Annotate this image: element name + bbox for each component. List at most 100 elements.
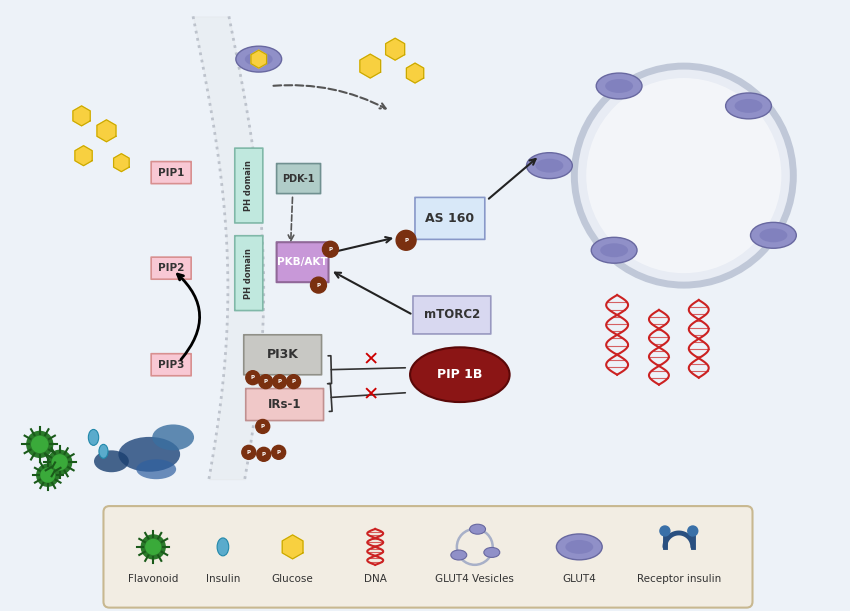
FancyBboxPatch shape <box>276 242 328 282</box>
FancyBboxPatch shape <box>151 257 191 279</box>
FancyBboxPatch shape <box>415 197 484 240</box>
FancyBboxPatch shape <box>276 164 320 194</box>
Ellipse shape <box>484 547 500 557</box>
Circle shape <box>48 450 71 474</box>
FancyBboxPatch shape <box>151 161 191 184</box>
Circle shape <box>41 469 54 482</box>
Ellipse shape <box>118 437 180 472</box>
Text: P: P <box>261 424 264 429</box>
Text: AS 160: AS 160 <box>425 212 474 225</box>
Text: P: P <box>262 452 266 457</box>
Circle shape <box>246 371 260 385</box>
Text: P: P <box>251 375 255 380</box>
FancyBboxPatch shape <box>244 335 321 375</box>
Text: GLUT4 Vesicles: GLUT4 Vesicles <box>435 574 514 584</box>
Polygon shape <box>386 38 405 60</box>
FancyBboxPatch shape <box>413 296 490 334</box>
Circle shape <box>256 420 269 433</box>
Text: P: P <box>316 283 320 288</box>
Ellipse shape <box>94 450 129 472</box>
Ellipse shape <box>245 52 273 66</box>
Polygon shape <box>114 154 129 172</box>
Ellipse shape <box>410 347 510 402</box>
FancyBboxPatch shape <box>246 389 324 420</box>
Text: PI3K: PI3K <box>267 348 298 361</box>
Polygon shape <box>360 54 381 78</box>
Ellipse shape <box>565 540 593 554</box>
FancyBboxPatch shape <box>235 236 263 310</box>
Ellipse shape <box>596 73 642 99</box>
Ellipse shape <box>726 93 772 119</box>
Circle shape <box>660 526 670 536</box>
Text: P: P <box>404 238 408 243</box>
FancyBboxPatch shape <box>104 506 752 607</box>
Ellipse shape <box>536 159 564 172</box>
Text: P: P <box>278 379 281 384</box>
Text: PIP2: PIP2 <box>158 263 184 273</box>
Text: IRs-1: IRs-1 <box>268 398 302 411</box>
Circle shape <box>575 66 793 285</box>
Circle shape <box>286 375 301 389</box>
Circle shape <box>52 455 67 470</box>
Ellipse shape <box>557 534 602 560</box>
Circle shape <box>586 78 781 273</box>
Text: P: P <box>264 379 268 384</box>
Text: P: P <box>328 247 332 252</box>
Ellipse shape <box>605 79 633 93</box>
Circle shape <box>31 436 48 452</box>
Ellipse shape <box>526 153 572 178</box>
Ellipse shape <box>600 243 628 257</box>
Text: Flavonoid: Flavonoid <box>128 574 178 584</box>
Polygon shape <box>97 120 116 142</box>
Polygon shape <box>251 50 267 68</box>
Text: Glucose: Glucose <box>272 574 314 584</box>
Ellipse shape <box>759 229 787 243</box>
Ellipse shape <box>99 444 108 458</box>
Text: P: P <box>292 379 296 384</box>
Text: ✕: ✕ <box>362 350 378 369</box>
Text: DNA: DNA <box>364 574 387 584</box>
Circle shape <box>146 540 161 554</box>
Ellipse shape <box>734 99 762 113</box>
Text: PKB/AKT: PKB/AKT <box>277 257 328 267</box>
Circle shape <box>141 535 165 559</box>
Polygon shape <box>406 63 423 83</box>
Circle shape <box>688 526 698 536</box>
Ellipse shape <box>235 46 281 72</box>
Text: GLUT4: GLUT4 <box>563 574 596 584</box>
Circle shape <box>322 241 338 257</box>
Ellipse shape <box>136 459 176 479</box>
Ellipse shape <box>152 425 194 450</box>
Circle shape <box>37 464 59 486</box>
Ellipse shape <box>592 237 637 263</box>
Text: PH domain: PH domain <box>244 247 253 299</box>
Text: PIP3: PIP3 <box>158 360 184 370</box>
Polygon shape <box>75 146 92 166</box>
Text: mTORC2: mTORC2 <box>424 309 480 321</box>
Ellipse shape <box>751 222 796 248</box>
Circle shape <box>258 375 273 389</box>
Circle shape <box>396 230 416 251</box>
Ellipse shape <box>88 430 99 445</box>
Text: P: P <box>276 450 280 455</box>
Text: PDK-1: PDK-1 <box>282 174 314 183</box>
Circle shape <box>27 431 53 457</box>
Polygon shape <box>282 535 303 559</box>
Text: PIP 1B: PIP 1B <box>437 368 483 381</box>
Polygon shape <box>73 106 90 126</box>
Circle shape <box>257 447 270 461</box>
Ellipse shape <box>469 524 485 534</box>
FancyBboxPatch shape <box>151 354 191 376</box>
Ellipse shape <box>217 538 229 556</box>
Text: PIP1: PIP1 <box>158 167 184 178</box>
Text: P: P <box>246 450 251 455</box>
Text: ✕: ✕ <box>362 385 378 404</box>
Circle shape <box>242 445 256 459</box>
Text: Insulin: Insulin <box>206 574 240 584</box>
Circle shape <box>310 277 326 293</box>
Circle shape <box>272 445 286 459</box>
Text: PH domain: PH domain <box>244 160 253 211</box>
FancyBboxPatch shape <box>235 148 263 223</box>
Circle shape <box>273 375 286 389</box>
Text: Receptor insulin: Receptor insulin <box>637 574 721 584</box>
